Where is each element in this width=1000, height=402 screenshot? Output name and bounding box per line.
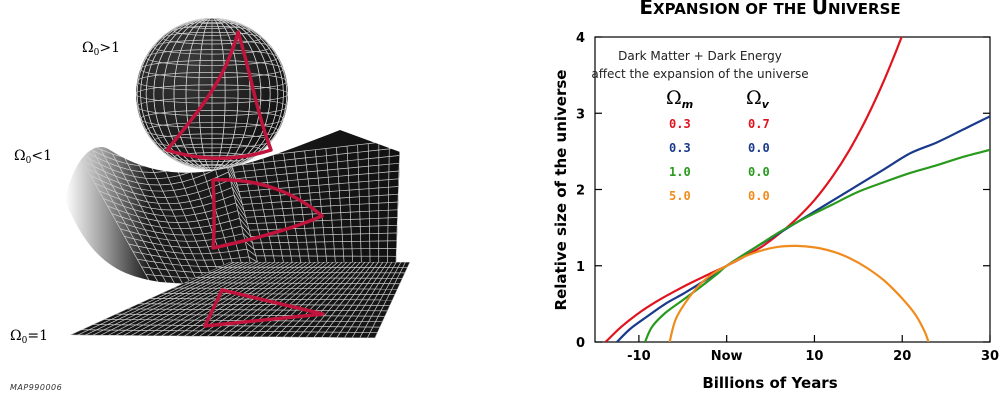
y-tick-label: 0 xyxy=(576,336,585,351)
sphere-longitude xyxy=(140,18,284,170)
plane-gridline xyxy=(195,277,403,279)
legend-omega-v-value: 0.0 xyxy=(748,141,770,155)
x-axis-label: Billions of Years xyxy=(702,374,837,392)
legend: 0.3 0.7 0.3 0.0 1.0 0.0 5.0 0.0 xyxy=(669,117,770,203)
chart-title: EXPANSION OF THE UNIVERSE xyxy=(639,0,900,19)
saddle-gridline xyxy=(77,152,400,180)
saddle-gridline xyxy=(128,243,397,257)
saddle-triangle xyxy=(211,178,324,250)
series-line xyxy=(643,148,990,342)
image-credit: MAP990006 xyxy=(10,383,62,392)
legend-omega-m-value: 1.0 xyxy=(669,165,691,179)
chart-title-part: XPANSION OF THE xyxy=(653,0,812,18)
sphere-latitude xyxy=(136,84,288,104)
legend-omega-m-value: 5.0 xyxy=(669,189,691,203)
saddle-gridline xyxy=(120,228,397,244)
plane-gridline xyxy=(138,303,391,306)
sphere-longitude xyxy=(162,18,262,170)
saddle-gridline xyxy=(81,160,400,186)
legend-omega-v-value: 0.0 xyxy=(748,189,770,203)
legend-header-omega-v: Ωv xyxy=(746,87,770,111)
series-line xyxy=(604,37,903,342)
plane-gridline xyxy=(115,313,386,317)
closed-universe-sphere xyxy=(136,18,288,170)
sphere-latitude xyxy=(173,25,251,36)
sphere-latitude xyxy=(173,152,251,163)
plane-gridline xyxy=(161,292,396,295)
series-lines xyxy=(604,37,990,342)
legend-omega-v-value: 0.0 xyxy=(748,165,770,179)
y-tick-label: 4 xyxy=(576,31,585,46)
annotation-line-2: affect the expansion of the universe xyxy=(591,67,808,81)
saddle-gridline xyxy=(111,213,398,231)
geometry-panel: Ω0>1 Ω0<1 Ω0=1 MAP990006 xyxy=(10,18,410,392)
sphere-latitude xyxy=(153,39,271,55)
x-tick-label: 20 xyxy=(893,349,911,364)
saddle-gridline xyxy=(94,182,399,205)
plot-frame xyxy=(594,36,991,343)
annotation-line-1: Dark Matter + Dark Energy xyxy=(618,49,782,63)
plane-grid xyxy=(70,262,410,338)
legend-header-omega-m: Ωm xyxy=(666,87,693,111)
saddle-gridline xyxy=(73,144,400,173)
x-tick-label: -10 xyxy=(627,349,651,364)
sphere-latitude xyxy=(140,60,284,78)
saddle-gridline xyxy=(98,190,399,212)
plane-gridline xyxy=(149,298,393,301)
y-tick-label: 1 xyxy=(576,260,585,275)
flat-universe-plane xyxy=(70,262,410,338)
chart-title-part: U xyxy=(812,0,828,19)
sphere-body xyxy=(136,18,288,170)
legend-omega-m-value: 0.3 xyxy=(669,117,691,131)
label-flat: Ω0=1 xyxy=(10,328,48,346)
saddle-gridline xyxy=(90,175,399,199)
y-axis-label: Relative size of the universe xyxy=(552,70,570,311)
sphere-longitude xyxy=(153,18,271,170)
legend-omega-v-value: 0.7 xyxy=(748,117,770,131)
open-universe-saddle xyxy=(65,130,400,295)
sphere-latitude xyxy=(140,110,284,128)
y-tick-label: 3 xyxy=(576,107,585,122)
label-open: Ω0<1 xyxy=(14,148,52,166)
legend-omega-m-value: 0.3 xyxy=(669,141,691,155)
series-line xyxy=(668,244,930,342)
x-tick-label: Now xyxy=(711,349,743,364)
plane-gridline xyxy=(81,329,378,333)
plane-gridline xyxy=(92,324,381,328)
sphere-triangle xyxy=(165,30,273,160)
saddle-gridline xyxy=(107,205,398,225)
plane-gridline xyxy=(184,282,401,285)
y-tick-label: 2 xyxy=(576,184,585,199)
x-tick-label: 30 xyxy=(981,349,999,364)
plane-gridline xyxy=(127,308,388,312)
plane-gridline xyxy=(172,287,398,290)
saddle-gridline xyxy=(69,137,400,167)
sphere-latitude xyxy=(153,133,271,149)
saddle-gridline xyxy=(103,198,398,218)
sphere-longitude xyxy=(185,18,239,170)
sphere-longitude xyxy=(198,18,226,170)
plane-triangle xyxy=(203,288,325,328)
x-tick-label: 10 xyxy=(805,349,823,364)
sphere-longitude xyxy=(136,18,288,170)
label-closed: Ω0>1 xyxy=(82,40,120,58)
sphere-longitude xyxy=(173,18,251,170)
x-axis: -10 Now 10 20 30 xyxy=(627,335,999,364)
chart-title-part: NIVERSE xyxy=(828,0,901,18)
saddle-gridline xyxy=(86,167,399,192)
chart-title-part: E xyxy=(639,0,653,19)
sphere-grid xyxy=(136,18,288,170)
sphere-longitude xyxy=(145,18,279,170)
saddle-gridline xyxy=(124,236,397,250)
expansion-chart: EXPANSION OF THE UNIVERSE 0 1 2 3 4 -10 Now 10… xyxy=(552,0,999,392)
